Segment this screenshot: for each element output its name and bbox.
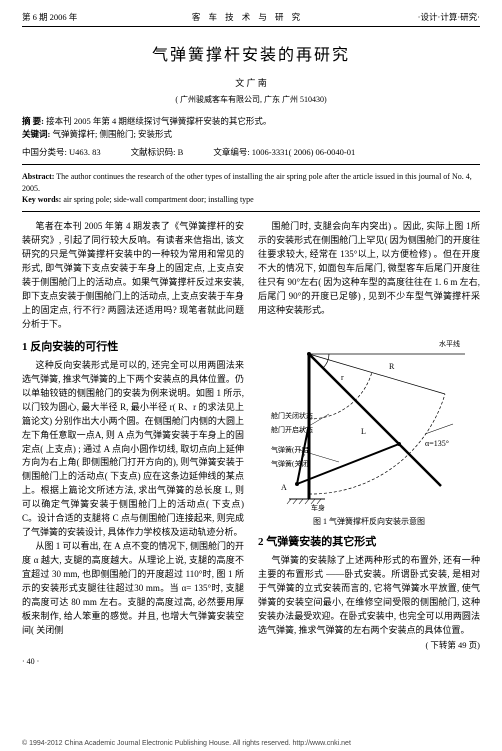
abstract-en-label: Abstract: [22, 172, 54, 181]
abstract-en-block: Abstract: The author continues the resea… [22, 171, 480, 205]
svg-text:α=135°: α=135° [425, 439, 449, 448]
classification-row: 中国分类号: U463. 83 文献标识码: B 文章编号: 1006-3331… [22, 147, 480, 159]
svg-text:舱门关闭状态: 舱门关闭状态 [271, 411, 313, 420]
svg-text:R: R [389, 362, 395, 371]
keywords-en-label: Key words: [22, 195, 61, 204]
continued-note: ( 下转第 49 页) [258, 640, 480, 652]
header-right: ·设计·计算·研究· [418, 12, 480, 24]
keywords-cn-text: 气弹簧撑杆; 侧围舱门; 安装形式 [52, 129, 171, 139]
svg-text:气弹簧(关闭): 气弹簧(关闭) [271, 459, 311, 468]
abstract-cn-block: 摘 要: 接本刊 2005 年第 4 期继续探讨气弹簧撑杆安装的其它形式。 关键… [22, 115, 480, 141]
section-1-para-2: 从图 1 可以看出, 在 A 点不变的情况下, 侧围舱门的开度 α 越大, 支腿… [22, 540, 244, 638]
page-header: 第 6 期 2006 年 客 车 技 术 与 研 究 ·设计·计算·研究· [22, 12, 480, 27]
section-2-title: 2 气弹簧安装的其它形式 [258, 535, 480, 550]
classification-doc: 文献标识码: B [131, 147, 184, 159]
section-2-para-1: 气弹簧的安装除了上述两种形式的布置外, 还有一种主要的布置形式 ——卧式安装。所… [258, 554, 480, 638]
keywords-cn-label: 关键词: [22, 129, 50, 139]
keywords-en-text: air spring pole; side-wall compartment d… [63, 195, 253, 204]
figure-1-caption: 图 1 气弹簧撑杆反向安装示意图 [258, 516, 480, 527]
body-columns: 笔者在本刊 2005 年第 4 期发表了《气弹簧撑杆的安装研究》, 引起了同行较… [22, 220, 480, 652]
page-footer: · 40 · [22, 656, 480, 667]
svg-text:r: r [341, 373, 344, 382]
abstract-cn-text: 接本刊 2005 年第 4 期继续探讨气弹簧撑杆安装的其它形式。 [46, 116, 271, 126]
classification-cls: 中国分类号: U463. 83 [22, 147, 101, 159]
svg-text:L: L [361, 427, 366, 436]
copyright-line: © 1994-2012 China Academic Journal Elect… [22, 739, 351, 749]
author-affiliation: ( 广州骏威客车有限公司, 广东 广州 510430) [22, 94, 480, 105]
section-1-title: 1 反向安装的可行性 [22, 340, 244, 355]
divider-2 [22, 211, 480, 212]
author-name: 文 广 南 [22, 77, 480, 90]
column-right: 围舱门时, 支腿会向车内突出) 。因此, 实际上图 1所示的安装形式在侧围舱门上… [258, 220, 480, 652]
col2-para-1: 围舱门时, 支腿会向车内突出) 。因此, 实际上图 1所示的安装形式在侧围舱门上… [258, 220, 480, 318]
svg-text:A: A [281, 483, 287, 492]
article-title: 气弹簧撑杆安装的再研究 [22, 45, 480, 67]
section-1-para-1: 这种反向安装形式是可以的, 还完全可以用两圆法来选气弹簧, 推求气弹簧的上下两个… [22, 359, 244, 540]
diagram-svg: R r L A [269, 324, 469, 514]
column-left: 笔者在本刊 2005 年第 4 期发表了《气弹簧撑杆的安装研究》, 引起了同行较… [22, 220, 244, 652]
header-left: 第 6 期 2006 年 [22, 12, 77, 24]
intro-paragraph: 笔者在本刊 2005 年第 4 期发表了《气弹簧撑杆的安装研究》, 引起了同行较… [22, 220, 244, 332]
divider [22, 164, 480, 165]
svg-text:车身: 车身 [311, 503, 325, 512]
header-center: 客 车 技 术 与 研 究 [192, 12, 303, 24]
svg-text:水平线: 水平线 [439, 339, 460, 348]
classification-num: 文章编号: 1006-3331( 2006) 06-0040-01 [213, 147, 355, 159]
page: 第 6 期 2006 年 客 车 技 术 与 研 究 ·设计·计算·研究· 气弹… [0, 0, 502, 751]
abstract-en-text: The author continues the research of the… [22, 172, 472, 192]
page-number: · 40 · [22, 656, 39, 667]
svg-text:气弹簧(开启): 气弹簧(开启) [271, 445, 311, 454]
abstract-cn-label: 摘 要: [22, 116, 44, 126]
figure-1: R r L A [258, 324, 480, 527]
svg-text:舱门开启状态: 舱门开启状态 [271, 425, 313, 434]
